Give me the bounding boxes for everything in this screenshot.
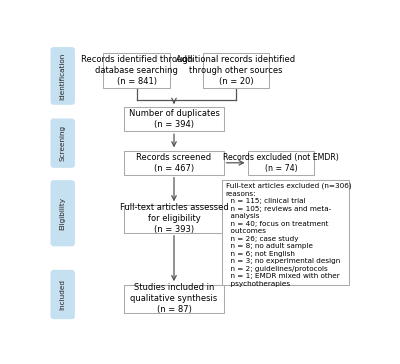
FancyBboxPatch shape — [248, 151, 314, 175]
Text: Full-text articles assessed
for eligibility
(n = 393): Full-text articles assessed for eligibil… — [120, 203, 228, 234]
Text: Records excluded (not EMDR)
(n = 74): Records excluded (not EMDR) (n = 74) — [223, 153, 339, 173]
FancyBboxPatch shape — [124, 151, 224, 175]
Text: Records identified through
database searching
(n = 841): Records identified through database sear… — [81, 55, 193, 86]
FancyBboxPatch shape — [124, 107, 224, 131]
FancyBboxPatch shape — [51, 48, 74, 104]
FancyBboxPatch shape — [124, 205, 224, 233]
FancyBboxPatch shape — [51, 181, 74, 246]
FancyBboxPatch shape — [51, 119, 74, 167]
FancyBboxPatch shape — [104, 53, 170, 88]
Text: Identification: Identification — [60, 52, 66, 99]
Text: Included: Included — [60, 279, 66, 310]
Text: Screening: Screening — [60, 125, 66, 161]
FancyBboxPatch shape — [51, 270, 74, 318]
Text: Records screened
(n = 467): Records screened (n = 467) — [136, 153, 212, 173]
Text: Number of duplicates
(n = 394): Number of duplicates (n = 394) — [128, 109, 220, 130]
Text: Eligibility: Eligibility — [60, 197, 66, 230]
Text: Full-text articles excluded (n=306)
reasons:
  n = 115; clinical trial
  n = 105: Full-text articles excluded (n=306) reas… — [226, 183, 351, 287]
Text: Additional records identified
through other sources
(n = 20): Additional records identified through ot… — [176, 55, 296, 86]
FancyBboxPatch shape — [124, 285, 224, 313]
FancyBboxPatch shape — [222, 179, 349, 285]
FancyBboxPatch shape — [203, 53, 269, 88]
Text: Studies included in
qualitative synthesis
(n = 87): Studies included in qualitative synthesi… — [130, 283, 218, 314]
